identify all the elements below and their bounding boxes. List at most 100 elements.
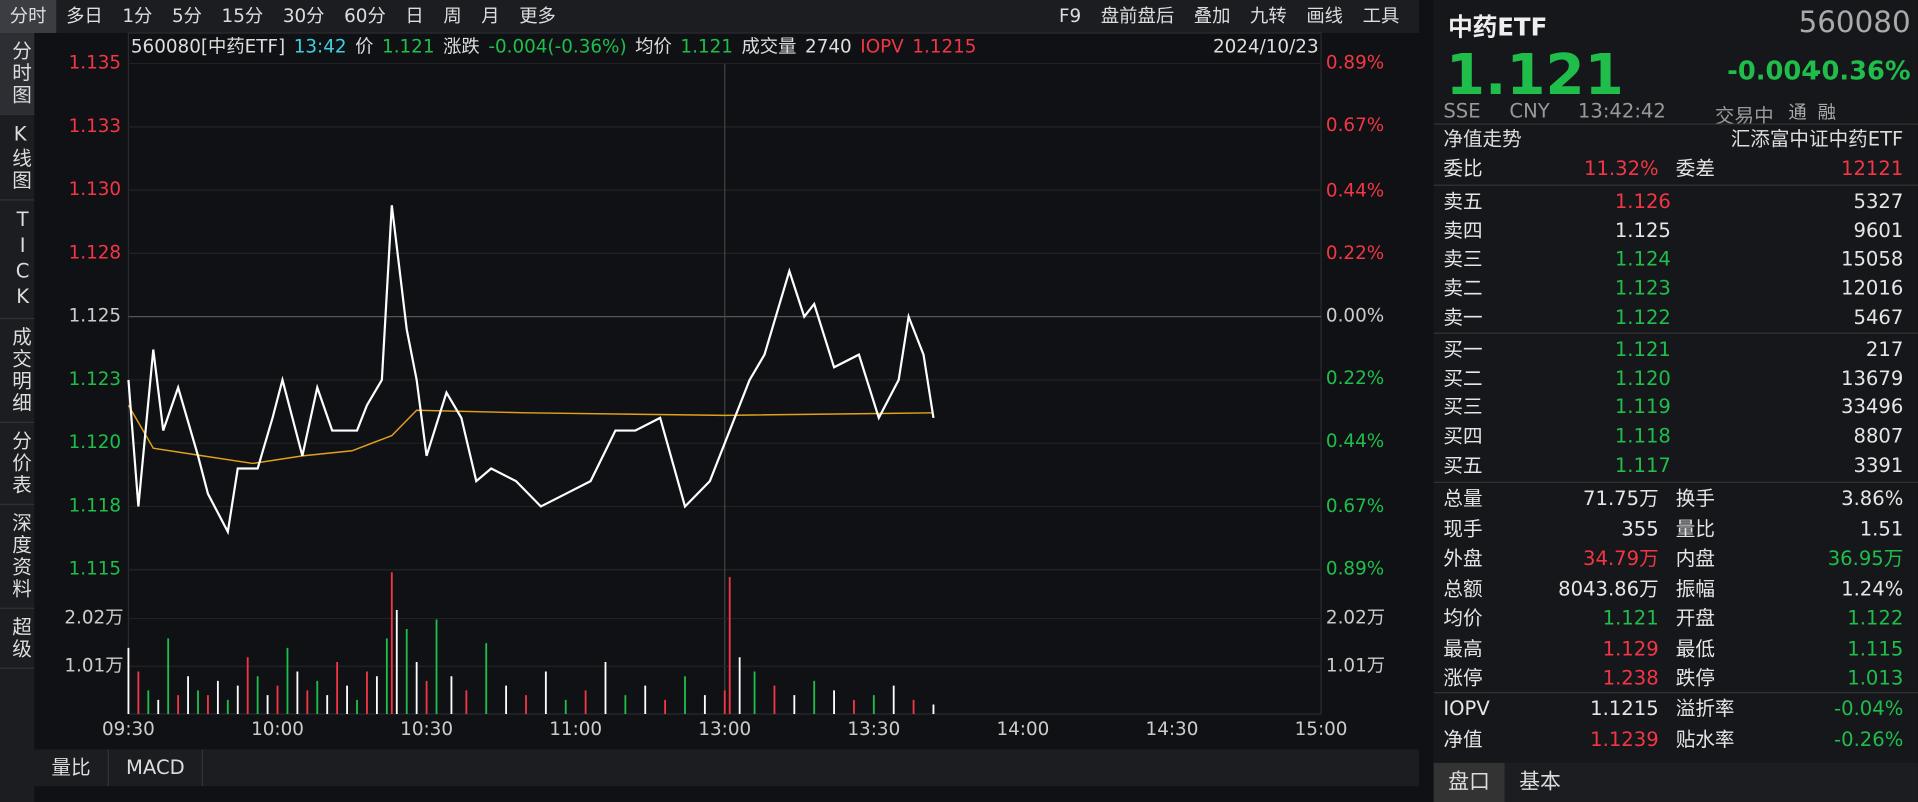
- side-tab[interactable]: K线图: [0, 115, 35, 201]
- x-tick-label: 14:00: [996, 719, 1049, 740]
- info-vol_label: 成交量: [741, 37, 796, 58]
- tab[interactable]: 30分: [282, 4, 325, 27]
- tab[interactable]: 5分: [171, 4, 202, 27]
- cell: 5467: [1853, 305, 1904, 329]
- tool[interactable]: 盘前盘后: [1100, 4, 1175, 27]
- cell: 33496: [1841, 395, 1904, 419]
- tab[interactable]: 日: [405, 4, 424, 27]
- cell: 均价: [1443, 606, 1483, 630]
- quote-pct: -0.36%: [1810, 56, 1911, 86]
- quote-change: -0.004: [1727, 56, 1820, 86]
- sep: [1433, 481, 1918, 483]
- stat-row: 均价 1.121 开盘 1.122: [1443, 604, 1903, 633]
- y-tick-label: 1.118: [69, 495, 121, 516]
- info-code: 560080[中药ETF]: [131, 37, 285, 58]
- cell: 8043.86万: [1558, 576, 1659, 600]
- cell: 内盘: [1675, 546, 1715, 570]
- side-tab[interactable]: 超级: [0, 609, 35, 669]
- y2-tick-label: 0.44%: [1326, 431, 1384, 452]
- cell: 1.51: [1859, 516, 1904, 540]
- cell: 总额: [1443, 576, 1483, 600]
- cell: 5327: [1853, 189, 1904, 213]
- cell: 买四: [1443, 424, 1483, 448]
- x-tick-label: 13:30: [847, 719, 900, 740]
- cell: 1.238: [1602, 666, 1659, 690]
- cell: 卖一: [1443, 305, 1483, 329]
- stat-row: 涨停 1.238 跌停 1.013: [1443, 664, 1903, 693]
- tool[interactable]: F9: [1058, 4, 1082, 27]
- y2-tick-label: 0.89%: [1326, 53, 1384, 74]
- cell: 1.118: [1614, 424, 1671, 448]
- y2-tick-label: 0.67%: [1326, 115, 1384, 136]
- cell: 1.121: [1614, 337, 1671, 361]
- tool[interactable]: 工具: [1362, 4, 1400, 27]
- tab[interactable]: 更多: [519, 4, 556, 27]
- cell: 1.122: [1847, 606, 1904, 630]
- cell: 1.121: [1602, 606, 1659, 630]
- side-tab[interactable]: 分时图: [0, 33, 35, 115]
- x-tick-label: 11:00: [549, 719, 602, 740]
- cell: 1.120: [1614, 366, 1671, 390]
- cell: 12016: [1841, 276, 1904, 300]
- y-tick-label: 1.133: [69, 116, 121, 137]
- tab[interactable]: 月: [481, 4, 500, 27]
- tab[interactable]: 1分: [122, 4, 153, 27]
- volume-tick-label: 2.02万: [64, 608, 123, 629]
- cell: 9601: [1853, 218, 1904, 242]
- side-tab[interactable]: TICK: [0, 201, 35, 320]
- quote-tab[interactable]: 盘口: [1433, 762, 1505, 802]
- cell: 12121: [1841, 156, 1904, 180]
- tool[interactable]: 叠加: [1193, 4, 1231, 27]
- quote-flag: 融: [1817, 101, 1837, 124]
- cell: 净值: [1443, 727, 1483, 751]
- tab[interactable]: 分时: [0, 0, 57, 34]
- bottom-tab[interactable]: 量比: [34, 749, 109, 787]
- x-tick-label: 09:30: [102, 719, 155, 740]
- y2-tick-label: 0.44%: [1326, 181, 1384, 202]
- cell: 买三: [1443, 395, 1483, 419]
- quote-tab[interactable]: 基本: [1519, 770, 1561, 795]
- cell: 355: [1621, 516, 1659, 540]
- y-tick-label: 1.128: [69, 242, 121, 263]
- y-tick-label: 1.120: [69, 432, 121, 453]
- cell: 振幅: [1675, 576, 1715, 600]
- cell: 8807: [1853, 424, 1904, 448]
- tab[interactable]: 多日: [66, 4, 103, 27]
- cell: 总量: [1443, 486, 1483, 510]
- cell: 11.32%: [1584, 156, 1659, 180]
- cell: 卖二: [1443, 276, 1483, 300]
- sep: [1433, 691, 1918, 694]
- cell: 买二: [1443, 366, 1483, 390]
- side-tab[interactable]: 成交明细: [0, 319, 35, 424]
- bottom-tab[interactable]: MACD: [109, 749, 204, 787]
- cell: 34.79万: [1583, 546, 1659, 570]
- cell: -0.04%: [1834, 696, 1904, 721]
- side-tab[interactable]: 分价表: [0, 423, 35, 505]
- stat-row: 现手 355 量比 1.51: [1443, 514, 1903, 543]
- cell: 1.123: [1614, 276, 1671, 300]
- tool[interactable]: 九转: [1250, 4, 1287, 27]
- info-iopv: 1.1215: [912, 37, 976, 58]
- tool[interactable]: 画线: [1306, 4, 1344, 27]
- cell: 卖五: [1443, 189, 1483, 213]
- cell: 开盘: [1675, 606, 1715, 630]
- info-price_label: 价: [355, 37, 373, 58]
- info-change_label: 涨跌: [443, 37, 480, 58]
- tab[interactable]: 周: [443, 4, 462, 27]
- side-tab[interactable]: 深度资料: [0, 505, 35, 609]
- tab[interactable]: 60分: [344, 4, 386, 27]
- x-tick-label: 10:30: [400, 719, 453, 740]
- cell: IOPV: [1443, 696, 1490, 721]
- tab[interactable]: 15分: [221, 4, 264, 27]
- info-change: -0.004(-0.36%): [488, 37, 626, 58]
- info-time: 13:42: [294, 37, 347, 58]
- cell: 换手: [1675, 486, 1715, 510]
- info-iopv_label: IOPV: [860, 37, 904, 58]
- cell: 71.75万: [1583, 486, 1659, 510]
- cell: 量比: [1675, 516, 1715, 540]
- cell: 现手: [1443, 516, 1483, 540]
- weibi-row: 委比 11.32% 委差 12121: [1443, 154, 1903, 183]
- y2-tick-label: 0.89%: [1326, 559, 1384, 580]
- x-tick-label: 14:30: [1146, 719, 1199, 740]
- quote-flag: 通: [1788, 101, 1807, 124]
